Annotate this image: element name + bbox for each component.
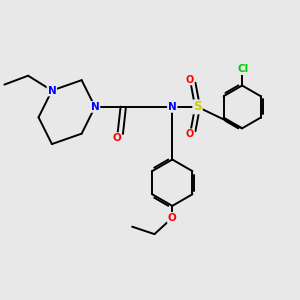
Text: O: O: [185, 129, 194, 139]
Text: N: N: [47, 85, 56, 96]
Text: S: S: [193, 100, 202, 113]
Text: N: N: [91, 102, 99, 112]
Text: Cl: Cl: [238, 64, 249, 74]
Text: O: O: [185, 75, 194, 85]
Text: O: O: [168, 213, 177, 223]
Text: O: O: [112, 133, 121, 143]
Text: N: N: [168, 102, 177, 112]
